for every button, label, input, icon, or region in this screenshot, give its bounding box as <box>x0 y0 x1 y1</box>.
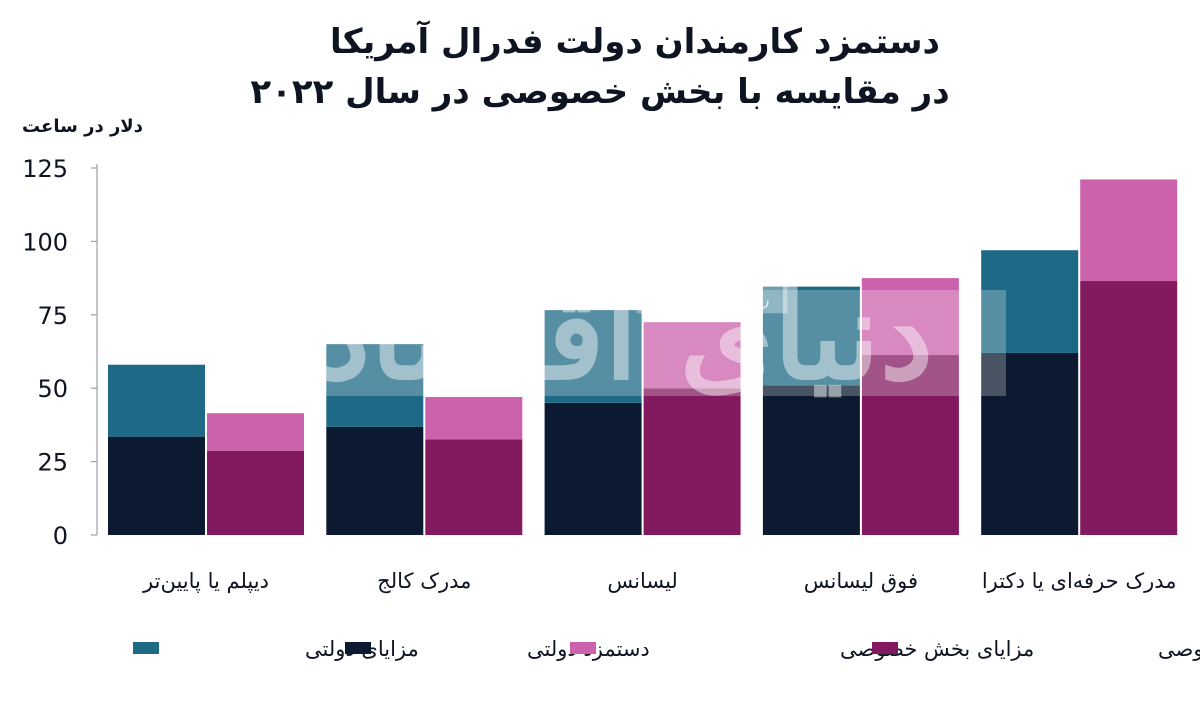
legend-swatch <box>872 642 898 654</box>
legend-swatch <box>570 642 596 654</box>
bar-private-benefits <box>425 397 523 440</box>
bar-government-benefits <box>762 286 860 386</box>
x-category-label: دیپلم یا پایین‌تر <box>142 569 269 594</box>
bar-private-benefits <box>1080 179 1178 282</box>
bar-government-wage <box>981 352 1079 535</box>
x-category-label: فوق لیسانس <box>804 569 918 593</box>
y-tick-label: 75 <box>37 302 68 330</box>
y-tick-label: 50 <box>37 375 68 403</box>
bar-government-wage <box>762 385 860 535</box>
bar-government-benefits <box>108 364 205 437</box>
bar-private-wage <box>861 355 959 535</box>
chart-title-line-1: دستمزد کارمندان دولت فدرال آمریکا <box>330 22 940 62</box>
y-tick-label: 25 <box>37 449 68 477</box>
y-tick-label: 0 <box>53 522 68 550</box>
bar-private-wage <box>1080 281 1178 535</box>
bar-private-benefits <box>207 413 304 451</box>
bar-government-benefits <box>326 344 424 427</box>
bar-government-wage <box>108 436 205 535</box>
bar-government-wage <box>544 402 642 535</box>
bar-private-benefits <box>643 322 741 389</box>
bar-private-wage <box>425 439 523 535</box>
bar-private-wage <box>643 388 741 535</box>
watermark-tag-box <box>636 284 788 314</box>
watermark-tag: روزنامه صبح ایران <box>655 291 770 309</box>
bar-government-benefits <box>544 310 642 403</box>
bar-private-wage <box>207 450 304 535</box>
x-category-label: مدرک حرفه‌ای یا دکترا <box>982 569 1177 593</box>
watermark-band <box>246 290 1006 396</box>
watermark-logo: دنیای اقتصاد <box>317 266 933 407</box>
bar-government-benefits <box>981 250 1079 353</box>
y-axis-unit-label: دلار در ساعت <box>22 116 143 137</box>
legend-swatch <box>133 642 159 654</box>
x-category-label: لیسانس <box>607 569 678 593</box>
bar-private-benefits <box>861 278 959 356</box>
y-tick-label: 100 <box>22 228 68 256</box>
y-tick-label: 125 <box>22 155 68 183</box>
legend-swatch <box>345 642 371 654</box>
legend-label: مزایای بخش خصوصی <box>840 637 1034 661</box>
bar-government-wage <box>326 426 424 535</box>
x-category-label: مدرک کالج <box>377 569 471 593</box>
legend-label: دستمزد بخش خصوصی <box>1158 637 1200 661</box>
chart-title-line-2: در مقایسه با بخش خصوصی در سال ۲۰۲۲ <box>250 72 950 112</box>
